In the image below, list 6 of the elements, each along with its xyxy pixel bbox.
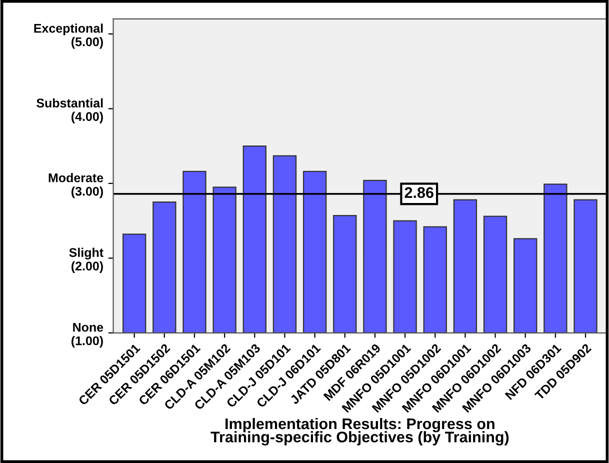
y-tick-label: Moderate (3.00) — [48, 173, 104, 198]
y-tick-label: Substantial (4.00) — [36, 98, 103, 124]
y-tick-label: Slight (2.00) — [69, 248, 104, 273]
ref-line-label: 2.86 — [404, 187, 434, 198]
y-tick-label: Exceptional (5.00) — [34, 24, 103, 49]
x-axis-title: Implementation Results: Progress on Training-specific Objectives (by Training) — [210, 418, 509, 446]
